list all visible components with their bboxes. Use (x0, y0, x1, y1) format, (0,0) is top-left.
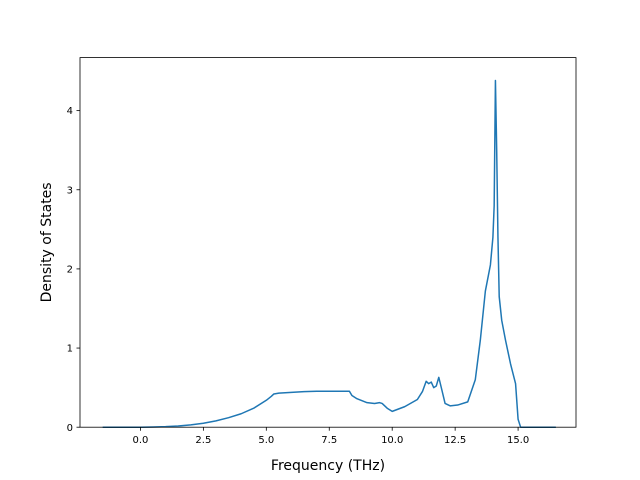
y-tick-label: 0 (67, 423, 73, 434)
x-tick-label: 2.5 (195, 435, 211, 446)
x-tick-label: 10.0 (381, 435, 403, 446)
plot-area (102, 79, 556, 428)
x-tick-label: 7.5 (321, 435, 337, 446)
x-tick-label: 12.5 (444, 435, 466, 446)
y-tick-label: 3 (67, 185, 73, 196)
x-tick-label: 15.0 (507, 435, 529, 446)
x-ticks: 0.0 2.5 5.0 7.5 10.0 12.5 15.0 (132, 427, 529, 446)
y-ticks: 0 1 2 3 4 (67, 106, 80, 434)
y-tick-label: 1 (67, 344, 73, 355)
y-tick-label: 2 (67, 265, 73, 276)
y-tick-label: 4 (67, 106, 73, 117)
x-axis-label: Frequency (THz) (271, 458, 385, 474)
dos-series-line-0 (102, 79, 556, 428)
x-tick-label: 0.0 (132, 435, 148, 446)
axes-frame (79, 57, 577, 428)
x-tick-label: 5.0 (258, 435, 274, 446)
y-axis-label: Density of States (39, 182, 55, 302)
